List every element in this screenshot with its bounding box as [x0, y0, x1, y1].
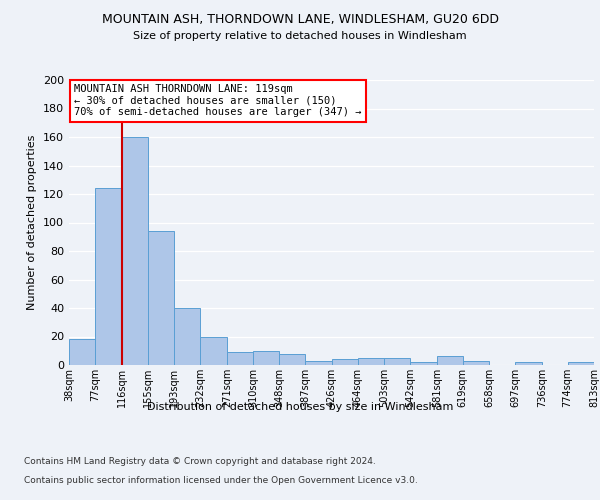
- Text: Size of property relative to detached houses in Windlesham: Size of property relative to detached ho…: [133, 31, 467, 41]
- Bar: [253, 351, 279, 365]
- Bar: [279, 354, 305, 365]
- Bar: [122, 137, 148, 365]
- Bar: [200, 336, 227, 365]
- Bar: [227, 352, 253, 365]
- Bar: [95, 188, 122, 365]
- Bar: [384, 358, 410, 365]
- Bar: [568, 362, 594, 365]
- Text: Contains HM Land Registry data © Crown copyright and database right 2024.: Contains HM Land Registry data © Crown c…: [24, 458, 376, 466]
- Bar: [332, 360, 358, 365]
- Bar: [69, 340, 95, 365]
- Bar: [148, 231, 174, 365]
- Y-axis label: Number of detached properties: Number of detached properties: [28, 135, 37, 310]
- Text: Contains public sector information licensed under the Open Government Licence v3: Contains public sector information licen…: [24, 476, 418, 485]
- Bar: [410, 362, 437, 365]
- Bar: [437, 356, 463, 365]
- Text: MOUNTAIN ASH THORNDOWN LANE: 119sqm
← 30% of detached houses are smaller (150)
7: MOUNTAIN ASH THORNDOWN LANE: 119sqm ← 30…: [74, 84, 362, 117]
- Text: MOUNTAIN ASH, THORNDOWN LANE, WINDLESHAM, GU20 6DD: MOUNTAIN ASH, THORNDOWN LANE, WINDLESHAM…: [101, 12, 499, 26]
- Bar: [515, 362, 542, 365]
- Text: Distribution of detached houses by size in Windlesham: Distribution of detached houses by size …: [147, 402, 453, 412]
- Bar: [174, 308, 200, 365]
- Bar: [305, 360, 332, 365]
- Bar: [463, 360, 489, 365]
- Bar: [358, 358, 384, 365]
